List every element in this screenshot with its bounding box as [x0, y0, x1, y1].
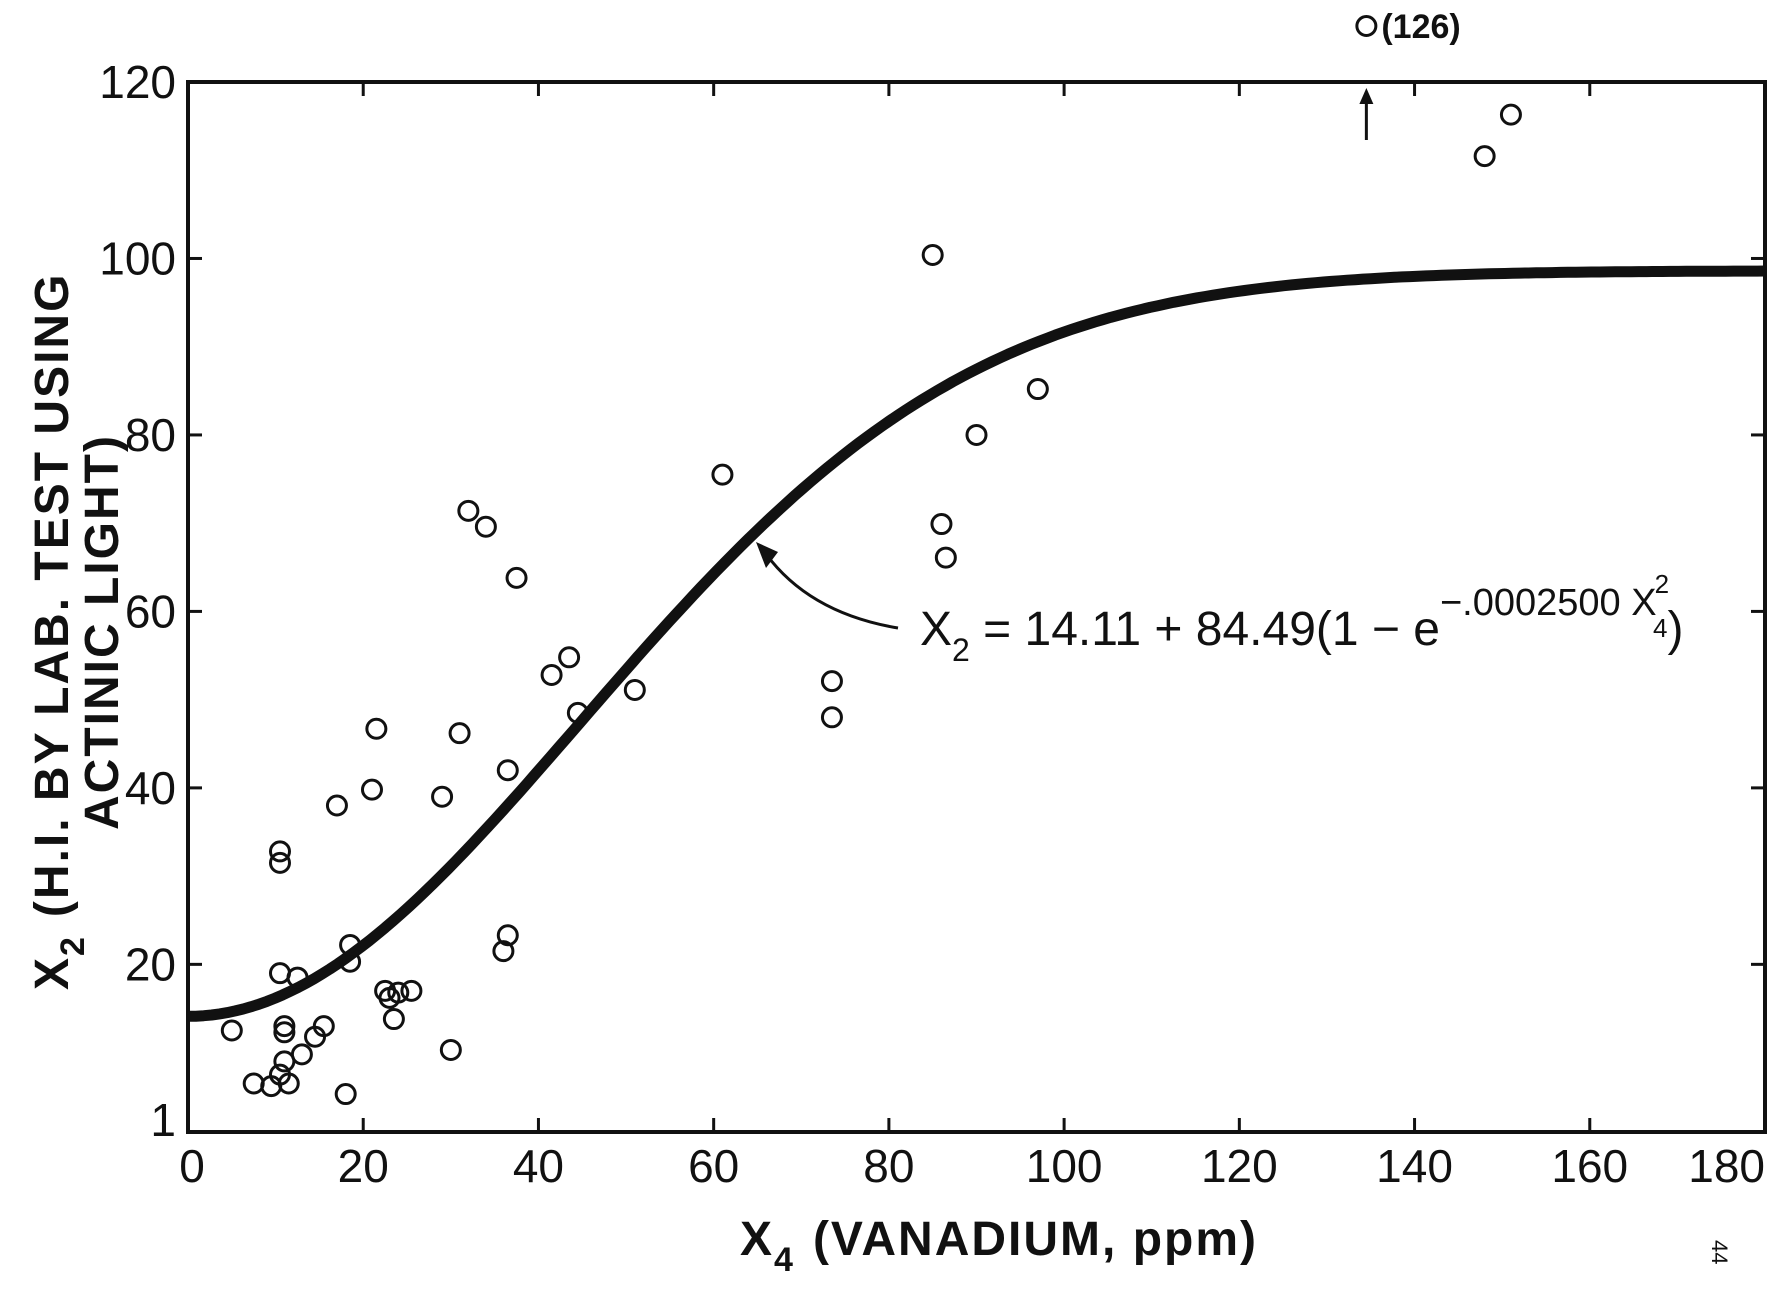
data-point	[360, 778, 383, 801]
data-point	[540, 663, 563, 686]
data-point	[1473, 145, 1496, 168]
y-tick-label: 40	[125, 762, 176, 814]
data-point	[277, 1072, 300, 1095]
x-tick-label: 40	[513, 1140, 564, 1192]
data-points	[220, 103, 1522, 1106]
data-point	[273, 1021, 296, 1044]
data-point	[623, 678, 646, 701]
data-point	[334, 1083, 357, 1106]
data-point	[286, 966, 309, 989]
x-tick-label: 180	[1688, 1140, 1765, 1192]
svg-text:ACTINIC LIGHT): ACTINIC LIGHT)	[76, 434, 129, 830]
svg-text:X2(H.I. BY LAB. TEST USING: X2(H.I. BY LAB. TEST USING	[26, 273, 92, 990]
data-point	[711, 463, 734, 486]
data-point	[921, 243, 944, 266]
y-tick-label: 100	[99, 232, 176, 284]
off-scale-annotation: (126)	[1355, 8, 1461, 140]
fit-equation: X2 = 14.11 + 84.49(1 − e−.0002500 X2 4)	[920, 569, 1683, 668]
data-point	[339, 950, 362, 973]
y-tick-label: 1	[150, 1094, 176, 1146]
data-point	[474, 515, 497, 538]
x-axis-title: X4 (VANADIUM, ppm)	[740, 1213, 1258, 1279]
x-tick-label: 100	[1026, 1140, 1103, 1192]
data-point	[965, 423, 988, 446]
x-axis-ticks: 0 20 40 60 80 100 120 140 160 180	[179, 82, 1767, 1192]
x-tick-label: 160	[1551, 1140, 1628, 1192]
data-point	[242, 1072, 265, 1095]
data-point	[439, 1038, 462, 1061]
x-tick-label: 60	[688, 1140, 739, 1192]
data-point	[496, 924, 519, 947]
plot-frame	[186, 80, 1767, 1134]
data-point	[268, 840, 291, 863]
equation-pointer-arrowhead	[756, 542, 778, 568]
data-point	[1026, 378, 1049, 401]
page-number: 44	[1707, 1240, 1732, 1264]
fit-curve	[187, 265, 1766, 1022]
data-point	[220, 1019, 243, 1042]
data-point	[268, 851, 291, 874]
data-point	[339, 933, 362, 956]
data-point	[382, 1008, 405, 1031]
data-point	[400, 979, 423, 1002]
data-point	[934, 546, 957, 569]
data-point	[566, 701, 589, 724]
y-tick-label: 60	[125, 585, 176, 637]
off-scale-point	[1355, 15, 1378, 37]
data-point	[558, 646, 581, 669]
y-tick-label: 120	[99, 56, 176, 108]
x-tick-label: 120	[1201, 1140, 1278, 1192]
data-point	[312, 1015, 335, 1038]
data-point	[273, 1015, 296, 1038]
off-scale-value-label: (126)	[1381, 8, 1460, 46]
x-tick-label: 20	[338, 1140, 389, 1192]
y-tick-label: 20	[125, 938, 176, 990]
data-point	[492, 940, 515, 963]
data-point	[325, 794, 348, 817]
data-point	[820, 706, 843, 729]
data-point	[505, 566, 528, 589]
data-point	[387, 981, 410, 1004]
data-point	[365, 717, 388, 740]
x-tick-label: 80	[863, 1140, 914, 1192]
x-tick-label: 140	[1376, 1140, 1453, 1192]
data-point	[448, 722, 471, 745]
data-point	[496, 759, 519, 782]
data-point	[820, 670, 843, 693]
data-point	[930, 513, 953, 536]
y-axis-title: X2(H.I. BY LAB. TEST USING ACTINIC LIGHT…	[26, 273, 129, 990]
data-point	[290, 1043, 313, 1066]
equation-pointer-line	[764, 553, 899, 630]
data-point	[457, 499, 480, 522]
off-scale-arrowhead	[1359, 88, 1374, 104]
data-point	[431, 785, 454, 808]
x-tick-label: 0	[179, 1140, 205, 1192]
y-tick-label: 80	[125, 409, 176, 461]
data-point	[268, 962, 291, 985]
equation-annotation: X2 = 14.11 + 84.49(1 − e−.0002500 X2 4)	[756, 542, 1683, 668]
data-point	[1499, 103, 1522, 126]
